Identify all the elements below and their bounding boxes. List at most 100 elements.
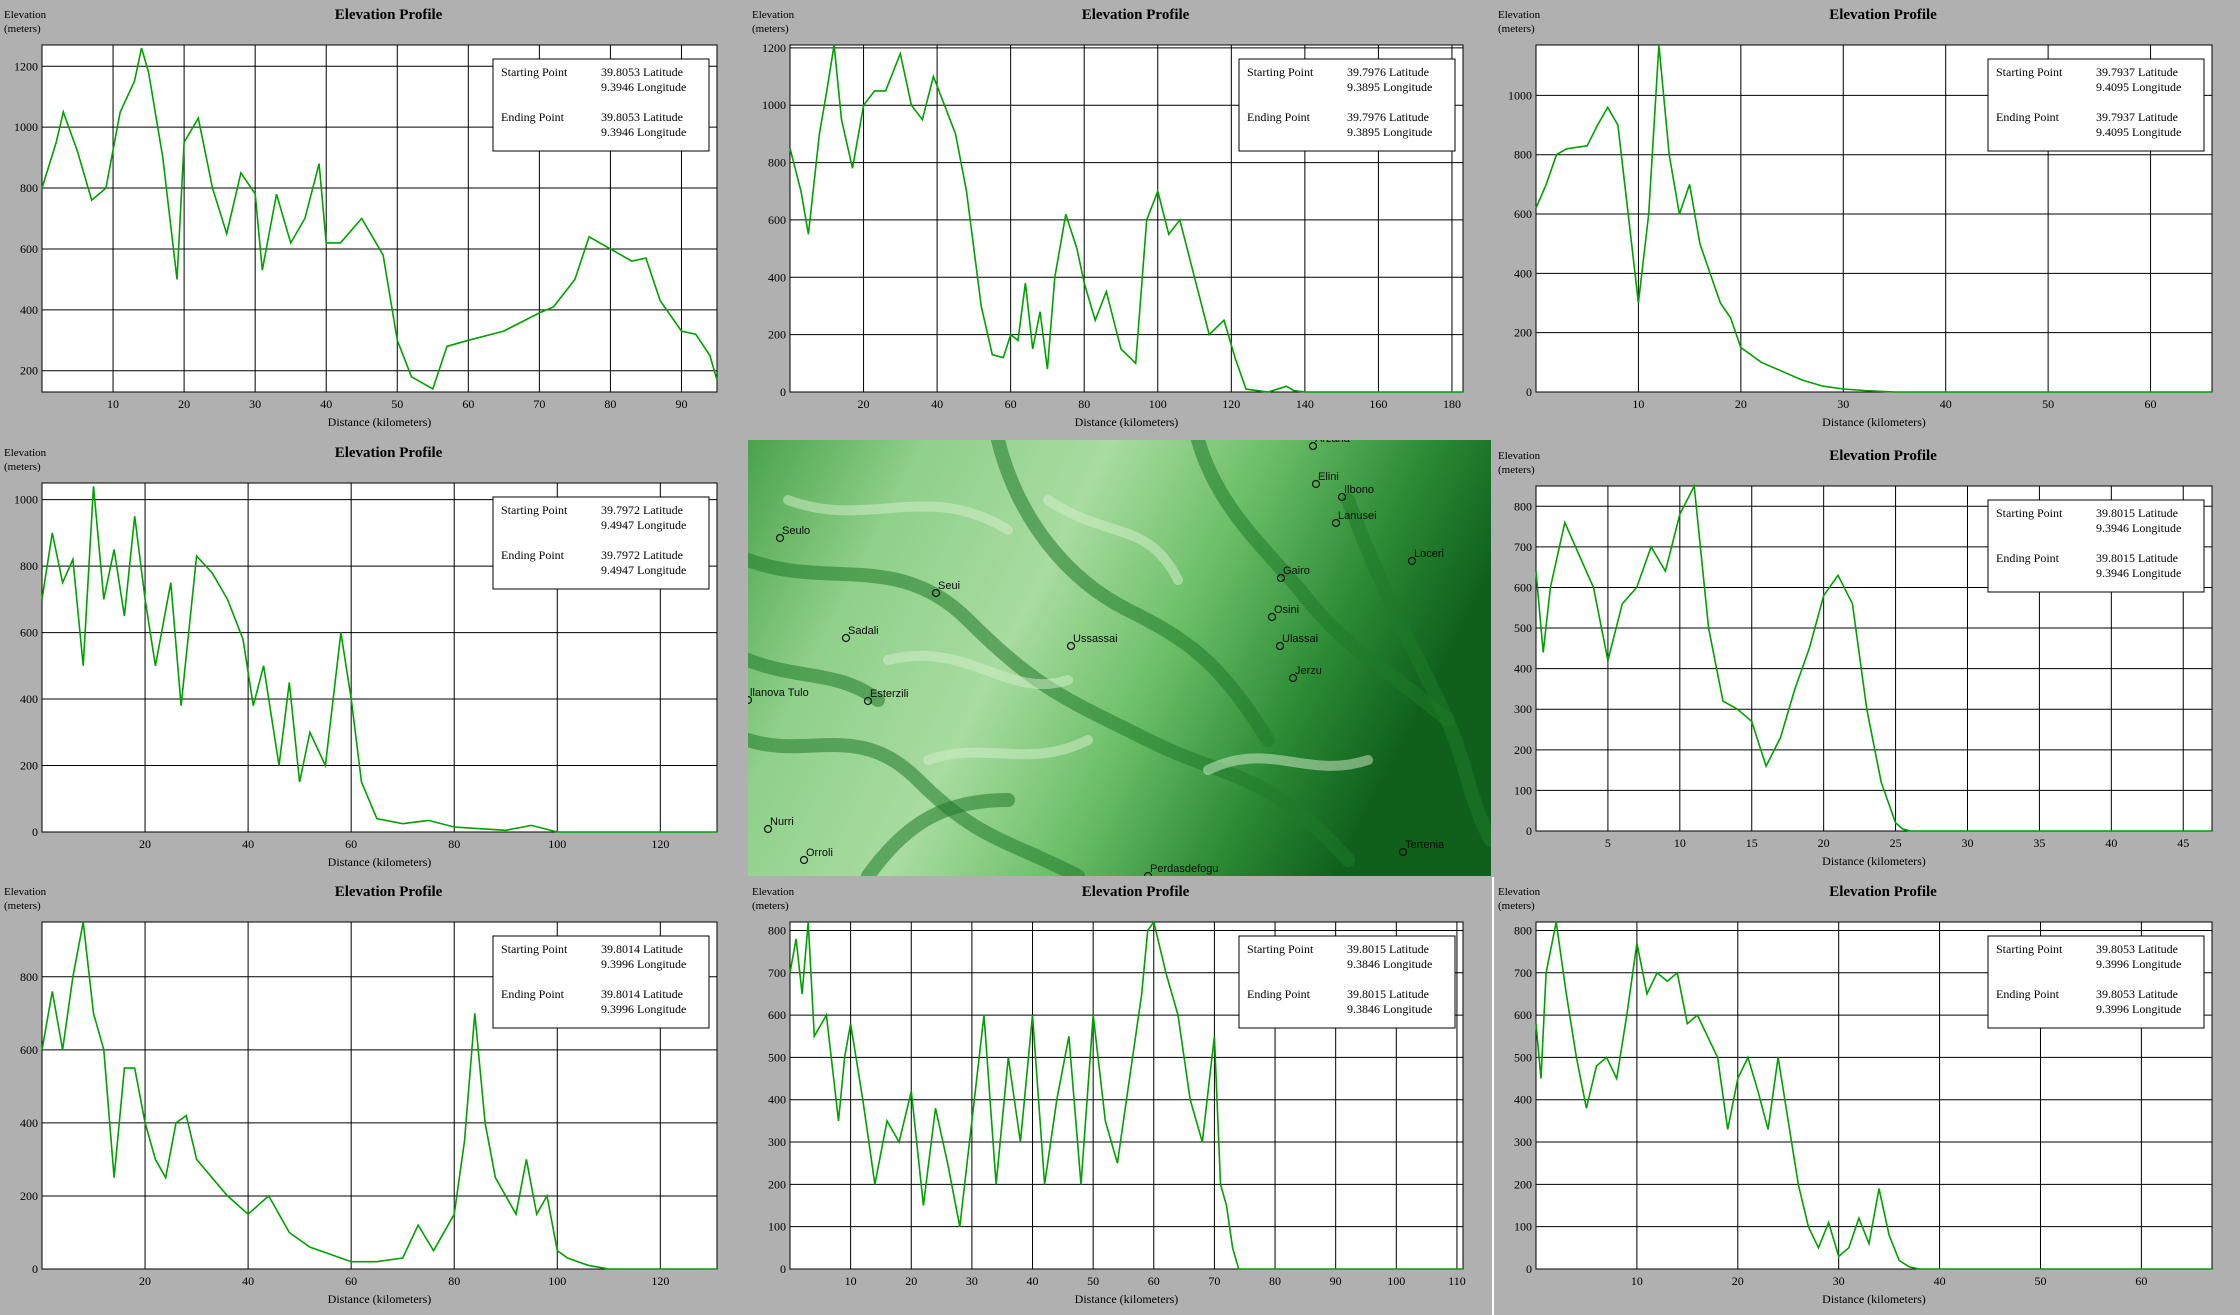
legend-end-label: Ending Point <box>1247 987 1311 1001</box>
x-axis-label: Distance (kilometers) <box>328 415 432 429</box>
y-axis-label-unit: (meters) <box>1498 23 1535 35</box>
legend-start-lon: 9.3946 Longitude <box>2096 521 2181 535</box>
town-marker <box>775 533 785 543</box>
y-axis-label-unit: (meters) <box>752 900 789 912</box>
y-tick-label: 700 <box>1514 540 1532 554</box>
y-tick-label: 200 <box>768 328 786 342</box>
y-tick-label: 300 <box>768 1135 786 1149</box>
x-tick-label: 50 <box>2034 1274 2046 1288</box>
y-tick-label: 400 <box>768 270 786 284</box>
elevation-chart-1: 10 20 30 40 50 60 70 80 90 200 400 600 800 1000 1200 El… <box>0 0 745 438</box>
y-tick-label: 600 <box>20 242 38 256</box>
y-axis-label: Elevation <box>1498 9 1541 21</box>
y-tick-label: 400 <box>1514 662 1532 676</box>
y-tick-label: 500 <box>768 1050 786 1064</box>
x-tick-label: 10 <box>1632 397 1644 411</box>
y-tick-label: 1000 <box>14 493 38 507</box>
town-marker <box>799 855 809 865</box>
town-marker <box>1398 847 1408 857</box>
legend-start-lon: 9.3996 Longitude <box>601 957 686 971</box>
legend-box <box>1238 58 1456 152</box>
legend-box <box>492 58 710 152</box>
x-tick-label: 20 <box>905 1274 917 1288</box>
legend-end-label: Ending Point <box>501 987 565 1001</box>
x-tick-label: 90 <box>675 397 687 411</box>
elevation-line <box>1535 483 2212 832</box>
x-tick-label: 70 <box>1208 1274 1220 1288</box>
legend-start-label: Starting Point <box>501 942 568 956</box>
town-label: Elini <box>1318 471 1339 483</box>
legend-box <box>492 496 710 590</box>
legend-box <box>1987 935 2205 1029</box>
legend-end-lon: 9.3946 Longitude <box>2096 566 2181 580</box>
y-axis-label: Elevation <box>4 447 47 459</box>
legend-start-lon: 9.4947 Longitude <box>601 518 686 532</box>
town-label: Orroli <box>806 847 833 859</box>
y-tick-label: 600 <box>20 1043 38 1057</box>
legend-start-lat: 39.8053 Latitude <box>2096 942 2178 956</box>
x-tick-label: 25 <box>1890 836 1902 850</box>
y-tick-label: 400 <box>20 303 38 317</box>
y-axis-label-unit: (meters) <box>1498 900 1535 912</box>
legend-end-lon: 9.3846 Longitude <box>1347 1002 1432 1016</box>
x-tick-label: 40 <box>242 1274 254 1288</box>
y-tick-label: 1000 <box>14 120 38 134</box>
chart-title: Elevation Profile <box>335 7 443 23</box>
y-tick-label: 0 <box>32 1262 38 1276</box>
y-tick-label: 200 <box>1514 743 1532 757</box>
x-tick-label: 120 <box>651 837 669 851</box>
town-marker <box>1337 492 1347 502</box>
town-label: Nurri <box>770 816 794 828</box>
legend-box <box>1987 58 2205 152</box>
y-axis-label: Elevation <box>4 886 47 898</box>
legend-end-lon: 9.3895 Longitude <box>1347 125 1432 139</box>
x-tick-label: 180 <box>1443 397 1461 411</box>
legend-end-lat: 39.8053 Latitude <box>2096 987 2178 1001</box>
town-label: Ulassai <box>1282 633 1318 645</box>
town-marker <box>1276 573 1286 583</box>
x-tick-label: 20 <box>1818 836 1830 850</box>
town-label: Gairo <box>1283 565 1310 577</box>
x-tick-label: 40 <box>931 397 943 411</box>
x-tick-label: 60 <box>345 1274 357 1288</box>
x-tick-label: 70 <box>533 397 545 411</box>
chart-title: Elevation Profile <box>1829 7 1937 23</box>
town-label: llanova Tulo <box>750 687 809 699</box>
y-tick-label: 800 <box>1514 148 1532 162</box>
legend-start-lon: 9.3846 Longitude <box>1347 957 1432 971</box>
x-tick-label: 10 <box>1631 1274 1643 1288</box>
ridge <box>783 495 1013 535</box>
ridge <box>923 735 1093 765</box>
x-tick-label: 60 <box>1005 397 1017 411</box>
town-marker <box>1267 612 1277 622</box>
town-label: Arzana <box>1315 440 1351 445</box>
ridge <box>883 650 1073 690</box>
legend-start-label: Starting Point <box>1996 65 2063 79</box>
x-tick-label: 45 <box>2177 836 2189 850</box>
y-tick-label: 800 <box>1514 499 1532 513</box>
y-tick-label: 100 <box>1514 783 1532 797</box>
x-tick-label: 50 <box>2042 397 2054 411</box>
x-tick-label: 100 <box>1387 1274 1405 1288</box>
legend-box <box>1987 499 2205 593</box>
y-tick-label: 600 <box>768 1008 786 1022</box>
chart-title: Elevation Profile <box>1829 448 1937 464</box>
x-tick-label: 60 <box>2145 397 2157 411</box>
x-tick-label: 40 <box>1934 1274 1946 1288</box>
divider <box>1492 877 1494 1315</box>
y-tick-label: 700 <box>1514 966 1532 980</box>
legend-end-lon: 9.4947 Longitude <box>601 563 686 577</box>
valley <box>1191 440 1455 727</box>
y-tick-label: 100 <box>768 1220 786 1234</box>
town-marker <box>1288 673 1298 683</box>
x-tick-label: 20 <box>1735 397 1747 411</box>
x-tick-label: 40 <box>320 397 332 411</box>
y-tick-label: 100 <box>1514 1220 1532 1234</box>
town-marker <box>841 633 851 643</box>
town-label: Ussassai <box>1073 633 1118 645</box>
x-tick-label: 20 <box>858 397 870 411</box>
legend-box <box>1238 935 1456 1029</box>
y-tick-label: 200 <box>768 1177 786 1191</box>
legend-end-lon: 9.3946 Longitude <box>601 125 686 139</box>
valley <box>748 653 885 707</box>
